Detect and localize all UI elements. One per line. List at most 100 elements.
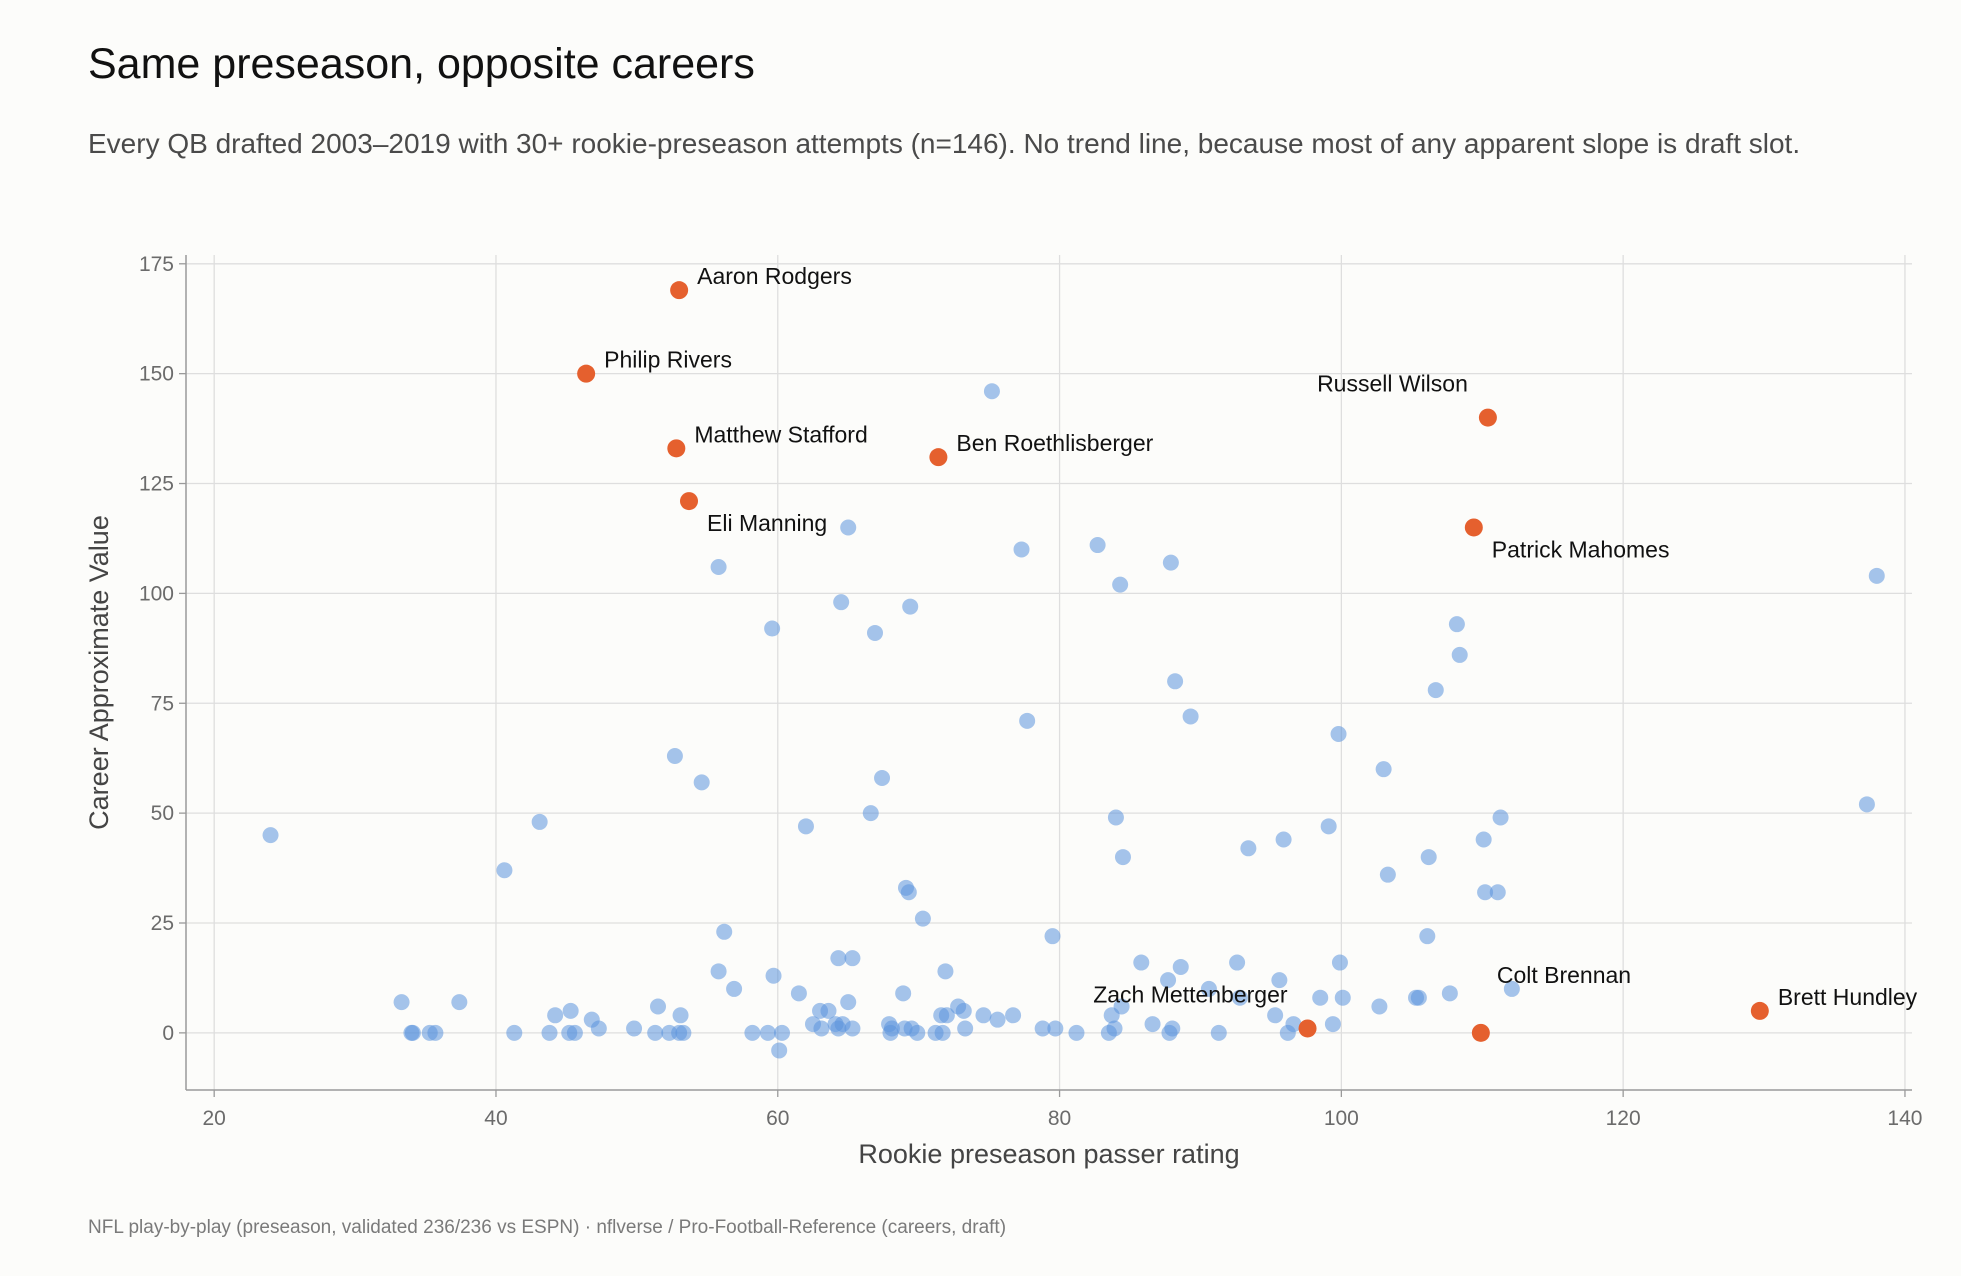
data-point [1107, 809, 1124, 826]
data-point [562, 1002, 579, 1019]
point-annotation: Aaron Rodgers [697, 263, 852, 289]
data-point [1172, 958, 1189, 975]
data-point [451, 994, 468, 1011]
y-tick-label: 50 [151, 802, 174, 825]
data-point [666, 748, 683, 764]
data-point [983, 383, 1000, 400]
y-tick-label: 75 [151, 692, 174, 715]
point-annotation: Zach Mettenberger [1093, 981, 1288, 1007]
data-point [1275, 831, 1292, 848]
data-point [693, 774, 710, 791]
data-point [830, 950, 847, 967]
highlighted-points [577, 281, 1769, 1042]
data-point [874, 769, 891, 786]
data-point [764, 620, 781, 637]
y-tick-label: 0 [162, 1022, 174, 1045]
data-point [716, 923, 733, 940]
highlighted-point [680, 492, 699, 511]
data-point [262, 827, 279, 844]
data-point [626, 1020, 643, 1037]
data-point [1240, 840, 1257, 857]
data-point [914, 910, 931, 927]
data-point [1019, 712, 1036, 729]
source-note: NFL play-by-play (preseason, validated 2… [88, 1217, 1007, 1238]
data-point [1324, 1016, 1341, 1033]
highlighted-point [1750, 1001, 1769, 1020]
data-point [1331, 954, 1348, 971]
data-point [938, 1007, 955, 1024]
data-point [862, 805, 879, 822]
data-point [771, 1042, 788, 1059]
data-point [773, 1024, 790, 1041]
data-point [1312, 989, 1329, 1006]
point-annotation: Colt Brennan [1497, 962, 1631, 988]
point-annotations: Aaron Rodgers Philip Rivers Matthew Staffo… [604, 263, 1918, 1010]
data-point [1005, 1007, 1022, 1024]
data-point [1164, 1020, 1181, 1037]
chart-title: Same preseason, opposite careers [88, 40, 755, 88]
chart-subtitle: Every QB drafted 2003–2019 with 30+ rook… [88, 128, 1801, 159]
data-point [1162, 554, 1179, 571]
data-point [590, 1020, 607, 1037]
data-point [1503, 980, 1520, 997]
tick-labels: 20 40 60 80 100 120 140 0 25 50 75 100 125 150 175 [139, 253, 1923, 1130]
data-point [1144, 1016, 1161, 1033]
data-point [1868, 567, 1885, 584]
data-point [1210, 1024, 1227, 1041]
data-point [759, 1024, 776, 1041]
data-point [427, 1024, 444, 1041]
data-point [404, 1024, 421, 1041]
point-annotation: Ben Roethlisberger [956, 430, 1153, 456]
data-point [1379, 866, 1396, 883]
data-point [1013, 541, 1030, 558]
data-point [496, 862, 513, 879]
data-point [902, 598, 919, 615]
data-point [934, 1024, 951, 1041]
point-annotation: Brett Hundley [1778, 984, 1918, 1010]
data-point [1320, 818, 1337, 835]
data-point [844, 950, 861, 967]
data-point [1047, 1020, 1064, 1037]
y-tick-label: 100 [139, 582, 174, 605]
highlighted-point [929, 448, 948, 467]
data-point [1489, 884, 1506, 901]
gridlines [186, 255, 1912, 1090]
point-annotation: Russell Wilson [1317, 371, 1468, 397]
data-point [1371, 998, 1388, 1015]
data-point [937, 963, 954, 980]
data-point [955, 1002, 972, 1019]
data-point [1044, 928, 1061, 945]
data-point [566, 1024, 583, 1041]
data-point [1089, 537, 1106, 554]
data-point [1477, 884, 1494, 901]
data-points [262, 383, 1885, 1059]
data-point [975, 1007, 992, 1024]
data-point [1114, 849, 1131, 866]
data-point [1271, 972, 1288, 989]
data-point [1330, 726, 1347, 743]
data-point [820, 1002, 837, 1019]
data-point [393, 994, 410, 1011]
data-point [547, 1007, 564, 1024]
data-point [531, 813, 548, 830]
data-point [650, 998, 667, 1015]
x-axis-label: Rookie preseason passer rating [858, 1139, 1239, 1169]
data-point [1068, 1024, 1085, 1041]
data-point [1034, 1020, 1051, 1037]
data-point [1427, 682, 1444, 699]
highlighted-point [1298, 1019, 1317, 1038]
x-tick-label: 140 [1887, 1107, 1922, 1130]
y-tick-label: 125 [139, 473, 174, 496]
data-point [883, 1020, 900, 1037]
data-point [1375, 761, 1392, 778]
data-point [1112, 576, 1129, 593]
data-point [1441, 985, 1458, 1002]
data-point [1334, 989, 1351, 1006]
data-point [1448, 616, 1465, 633]
data-point [1475, 831, 1492, 848]
data-point [1229, 954, 1246, 971]
data-point [1420, 849, 1437, 866]
data-point [833, 594, 850, 611]
y-axis-label: Career Approximate Value [84, 515, 114, 830]
data-point [840, 519, 857, 536]
